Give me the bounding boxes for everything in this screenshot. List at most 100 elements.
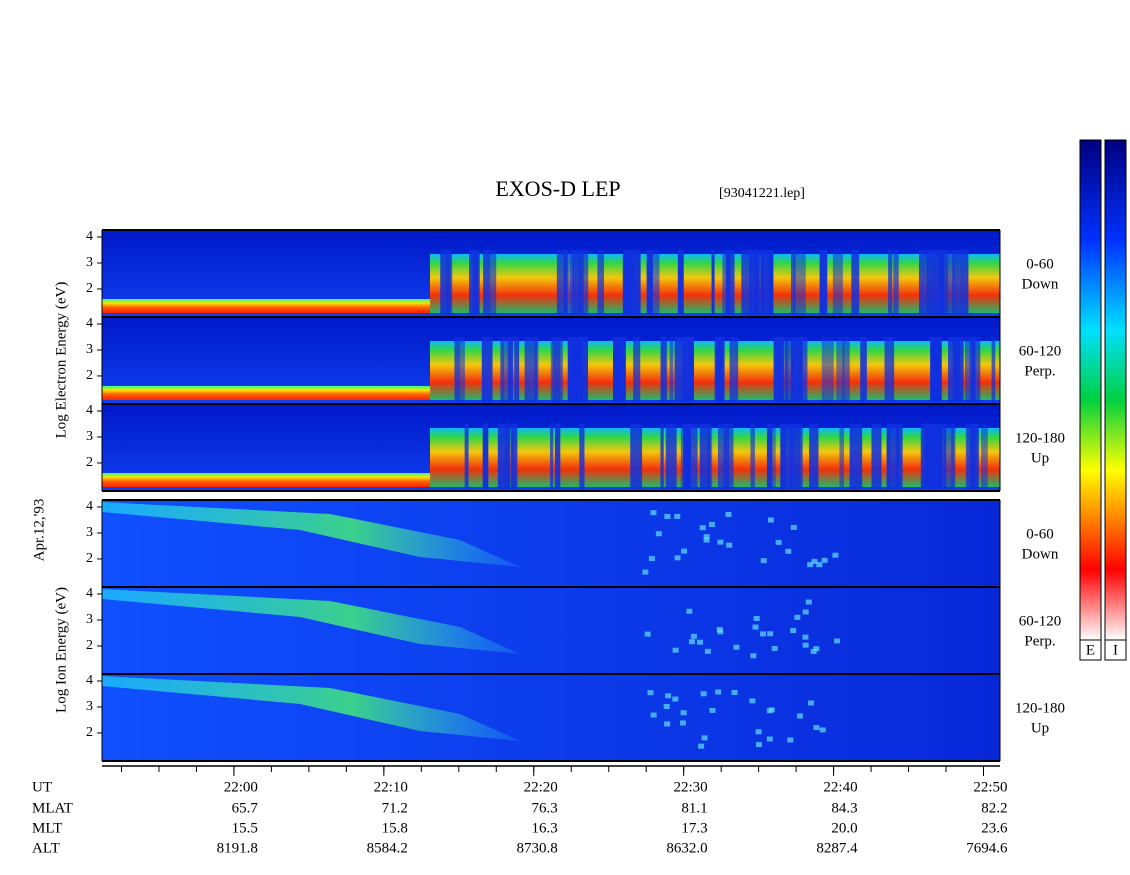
orbit-value: 8730.8: [517, 840, 558, 856]
spectrogram: [749, 698, 756, 704]
spectrogram: [780, 424, 794, 489]
orbit-value: 20.0: [831, 820, 857, 836]
spectrogram: [726, 542, 733, 548]
spectrogram: [802, 609, 809, 615]
spectrogram: [794, 614, 801, 620]
spectrogram: [556, 250, 568, 315]
spectrogram: [633, 337, 641, 402]
spectrogram: [460, 337, 465, 402]
spectrogram: [888, 250, 893, 315]
spectrogram: [715, 689, 722, 695]
spectrogram: [890, 424, 900, 489]
spectrogram: [821, 337, 834, 402]
spectrogram: [672, 696, 679, 702]
spectrogram: [647, 690, 654, 696]
spectrogram: [753, 250, 764, 315]
panel-angle: 0-60: [1026, 256, 1054, 272]
spectrogram: [832, 250, 843, 315]
spectrogram: [644, 631, 651, 637]
spectrogram: [750, 424, 755, 489]
y-tick-label: 4: [86, 229, 93, 244]
orbit-row-label: MLAT: [32, 800, 73, 816]
spectrogram: [723, 424, 734, 489]
spectrogram: [790, 524, 797, 530]
spectrogram: [964, 337, 973, 402]
spectrogram: [681, 548, 688, 554]
spectrogram: [741, 250, 752, 315]
spectrogram: [884, 337, 895, 402]
spectrogram: [839, 424, 844, 489]
spectrogram: [832, 552, 839, 558]
spectrogram: [802, 634, 809, 640]
spectrogram: [697, 639, 704, 645]
orbit-value: 8584.2: [367, 840, 408, 856]
x-tick-label: 22:30: [674, 779, 708, 795]
y-tick-label: 4: [86, 316, 93, 331]
panel-direction: Up: [1031, 450, 1049, 466]
spectrogram: [708, 522, 715, 528]
y-tick-label: 4: [86, 403, 93, 418]
spectrogram: [802, 642, 809, 648]
orbit-value: 17.3: [681, 820, 707, 836]
panel-direction: Down: [1022, 546, 1059, 562]
spectrogram: [102, 299, 432, 313]
spectrogram: [500, 337, 504, 402]
spectrogram: [755, 742, 762, 748]
y-tick-label: 3: [86, 342, 93, 357]
spectrogram: [805, 599, 812, 605]
spectrogram: [790, 628, 797, 634]
spectrogram: [766, 424, 773, 489]
spectrogram: [102, 386, 432, 400]
spectrogram: [677, 250, 684, 315]
spectrogram: [669, 337, 674, 402]
spectrogram: [733, 644, 740, 650]
spectrogram: [771, 424, 776, 489]
panel-direction: Down: [1022, 276, 1059, 292]
spectrogram: [729, 337, 739, 402]
spectrogram: [552, 337, 563, 402]
spectrogram: [767, 631, 774, 637]
spectrogram: [711, 250, 715, 315]
spectrogram: [714, 337, 724, 402]
spectrogram: [816, 562, 823, 568]
y-tick-label: 2: [86, 551, 93, 566]
spectrogram: [726, 250, 735, 315]
spectrogram: [650, 510, 657, 516]
spectrogram: [572, 250, 584, 315]
spectrogram: [660, 337, 668, 402]
spectrogram: [991, 337, 996, 402]
spectrogram: [614, 337, 618, 402]
spectrogram: [464, 424, 469, 489]
file-label: [93041221.lep]: [719, 186, 805, 201]
spectrogram: [102, 502, 520, 567]
spectrogram: [767, 517, 774, 523]
spectrogram: [753, 615, 760, 621]
orbit-row-label: MLT: [32, 820, 62, 836]
colorbar-label: E: [1086, 642, 1095, 658]
spectrogram: [567, 337, 579, 402]
spectrogram: [650, 712, 657, 718]
y-tick-label: 2: [86, 455, 93, 470]
spectrogram: [679, 720, 686, 726]
spectrogram: [430, 428, 1000, 487]
spectrogram: [943, 424, 956, 489]
spectrogram: [663, 704, 670, 710]
spectrogram: [760, 631, 767, 637]
spectrogram: [966, 424, 980, 489]
colorbar: [1104, 139, 1127, 641]
spectrogram: [682, 337, 694, 402]
spectrogram: [430, 254, 1000, 313]
orbit-value: 7694.6: [966, 840, 1008, 856]
spectrogram: [672, 647, 679, 653]
orbit-value: 15.8: [382, 820, 408, 836]
y-tick-label: 3: [86, 612, 93, 627]
panel-angle: 60-120: [1019, 343, 1062, 359]
colorbar-label-box: [1104, 639, 1127, 661]
spectrogram: [577, 337, 589, 402]
spectrogram: [514, 337, 520, 402]
spectrogram: [507, 337, 513, 402]
orbit-value: 16.3: [532, 820, 558, 836]
spectrogram: [961, 250, 969, 315]
spectrogram: [686, 608, 693, 614]
